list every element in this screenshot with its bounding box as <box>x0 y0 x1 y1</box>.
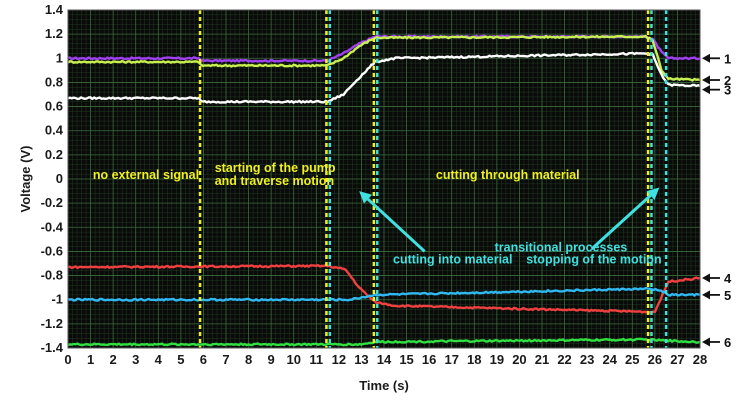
y-tick-label: 0.6 <box>45 99 63 114</box>
x-tick-label: 22 <box>557 352 571 367</box>
x-tick-label: 13 <box>354 352 368 367</box>
series-line <box>67 286 701 302</box>
annotation-arrow <box>590 194 652 251</box>
x-tick-label: 14 <box>377 352 392 367</box>
marker-lines <box>198 10 668 348</box>
y-tick-label: 0.4 <box>45 123 64 138</box>
x-tick-label: 11 <box>309 352 323 367</box>
x-tick-label: 10 <box>286 352 300 367</box>
y-tick-label: -0.4 <box>41 219 64 234</box>
annotation-label: cutting into material <box>393 253 512 267</box>
x-tick-label: 0 <box>64 352 71 367</box>
y-tick-label: -0.2 <box>41 195 63 210</box>
side-arrow-head <box>702 85 710 95</box>
y-tick-label: -0.6 <box>41 243 63 258</box>
series-number-label: 3 <box>724 83 731 98</box>
x-tick-label: 17 <box>444 352 458 367</box>
y-tick-labels: 1.4 1.2 1 0.8 0.6 0.4 0.2 0 -0.2 -0.4 -0.6 -0.8 -1 -1… <box>41 2 64 355</box>
annotation-label: no external signal <box>93 168 199 182</box>
y-tick-label: -1 <box>51 292 63 307</box>
series-line <box>67 51 701 104</box>
x-tick-label: 9 <box>268 352 275 367</box>
series-line <box>67 34 701 82</box>
x-tick-label: 6 <box>200 352 207 367</box>
series-number-label: 1 <box>724 51 731 66</box>
x-tick-label: 1 <box>87 352 94 367</box>
x-tick-label: 23 <box>580 352 594 367</box>
x-tick-label: 15 <box>399 352 413 367</box>
x-tick-label: 8 <box>245 352 252 367</box>
series-number-label: 4 <box>724 271 732 286</box>
y-tick-label: 0.8 <box>45 74 63 89</box>
x-tick-label: 3 <box>132 352 139 367</box>
y-tick-label: -1.2 <box>41 316 63 331</box>
x-tick-label: 24 <box>602 352 617 367</box>
series-number-label: 6 <box>724 335 731 350</box>
annotation-layer: no external signal starting of the pumpan… <box>93 161 662 267</box>
y-tick-label: 0.2 <box>45 147 63 162</box>
annotation-label: transitional processes <box>495 240 628 254</box>
y-axis-title: Voltage (V) <box>18 146 33 213</box>
series-line <box>67 264 701 314</box>
annotation-label: and traverse motion <box>215 174 334 188</box>
x-tick-label: 5 <box>177 352 184 367</box>
x-tick-label: 25 <box>625 352 639 367</box>
arrow-layer <box>359 187 660 253</box>
annotation-arrow <box>366 198 426 253</box>
side-arrow-head <box>702 337 710 347</box>
x-tick-label: 7 <box>222 352 229 367</box>
plot-frame <box>67 9 701 349</box>
x-axis-title: Time (s) <box>359 378 409 393</box>
x-tick-label: 12 <box>332 352 346 367</box>
x-tick-label: 18 <box>467 352 481 367</box>
y-tick-label: 1.2 <box>45 26 63 41</box>
annotation-label: starting of the pump <box>215 161 336 175</box>
x-tick-label: 19 <box>490 352 504 367</box>
y-tick-label: 0 <box>56 171 63 186</box>
y-tick-label: -0.8 <box>41 268 63 283</box>
x-tick-label: 16 <box>422 352 436 367</box>
series-number-label: 2 <box>724 73 731 88</box>
series-line <box>67 337 701 347</box>
arrow-head <box>646 187 660 200</box>
y-tick-label: 1 <box>56 50 63 65</box>
series-number-label: 5 <box>724 288 731 303</box>
x-tick-label: 28 <box>693 352 707 367</box>
series-layer <box>67 34 701 347</box>
annotation-label: stopping of the motion <box>526 253 661 267</box>
x-tick-label: 4 <box>155 352 163 367</box>
side-arrow-head <box>702 53 710 63</box>
x-tick-label: 21 <box>535 352 549 367</box>
x-tick-labels: 0 1 2 3 4 5 6 7 8 9 10 11 12 13 14 15 16 17 18 19 20 21 22 23 24… <box>64 352 707 367</box>
x-tick-label: 27 <box>670 352 684 367</box>
x-tick-label: 20 <box>512 352 526 367</box>
x-tick-label: 26 <box>648 352 662 367</box>
side-arrow-head <box>702 273 710 283</box>
y-tick-label: 1.4 <box>45 2 64 17</box>
annotation-label: cutting through material <box>436 168 580 182</box>
arrow-head <box>359 191 373 204</box>
side-arrow-head <box>702 290 710 300</box>
y-tick-label: -1.4 <box>41 340 64 355</box>
side-arrow-head <box>702 75 710 85</box>
x-tick-label: 2 <box>110 352 117 367</box>
